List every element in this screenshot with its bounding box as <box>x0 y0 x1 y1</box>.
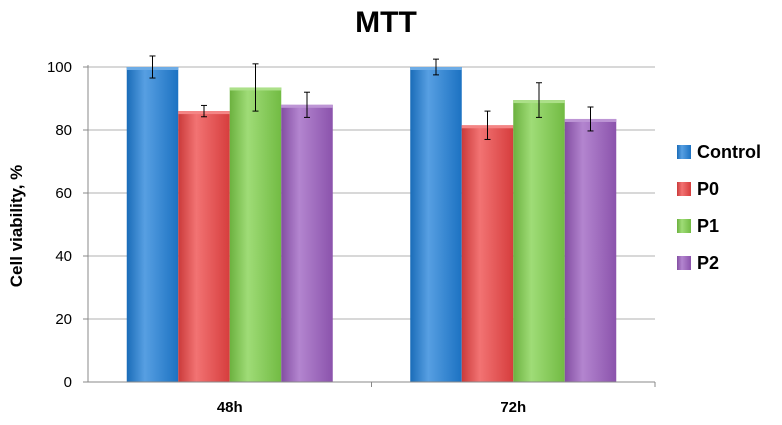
bar-p1-72h <box>513 100 565 382</box>
bar-control-72h <box>410 67 462 382</box>
bar-p2-72h <box>564 118 617 382</box>
error-bar-control-72h <box>433 58 439 76</box>
bar-p2-48h <box>281 104 333 383</box>
legend-label: P2 <box>697 253 719 273</box>
y-axis-label: Cell viability, % <box>7 165 26 288</box>
error-bar-p2-48h <box>304 91 310 118</box>
y-tick-label: 20 <box>55 311 72 328</box>
chart-title: MTT <box>355 6 417 39</box>
legend-label: P0 <box>697 179 719 199</box>
y-tick-label: 100 <box>47 59 72 76</box>
bar-p0-48h <box>178 111 230 382</box>
error-bar-p2-72h <box>587 106 594 132</box>
error-bar-p0-48h <box>201 104 207 118</box>
axes: 0 20 40 60 80 100 48h 72h <box>47 59 656 416</box>
x-category-label: 48h <box>217 399 243 416</box>
legend: Control P0 P1 P2 <box>677 142 761 273</box>
legend-item-control: Control <box>677 142 761 162</box>
bars <box>126 55 617 383</box>
y-tick-label: 40 <box>55 248 72 265</box>
legend-item-p1: P1 <box>677 216 719 236</box>
error-bar-p1-72h <box>536 82 542 118</box>
legend-swatch <box>677 219 691 233</box>
legend-item-p0: P0 <box>677 179 719 199</box>
y-tick-label: 60 <box>55 185 72 202</box>
error-bar-p0-72h <box>484 110 491 140</box>
error-bar-control-48h <box>149 55 156 79</box>
legend-swatch <box>677 145 691 159</box>
legend-label: Control <box>697 142 761 162</box>
error-bar-p1-48h <box>252 63 259 112</box>
legend-swatch <box>677 256 691 270</box>
bar-control-48h <box>126 67 179 382</box>
y-tick-label: 0 <box>64 374 72 391</box>
legend-label: P1 <box>697 216 719 236</box>
bar-p1-48h <box>229 87 282 382</box>
y-tick-label: 80 <box>55 122 72 139</box>
legend-item-p2: P2 <box>677 253 719 273</box>
x-category-label: 72h <box>500 399 526 416</box>
legend-swatch <box>677 182 691 196</box>
bar-p0-72h <box>461 125 514 383</box>
